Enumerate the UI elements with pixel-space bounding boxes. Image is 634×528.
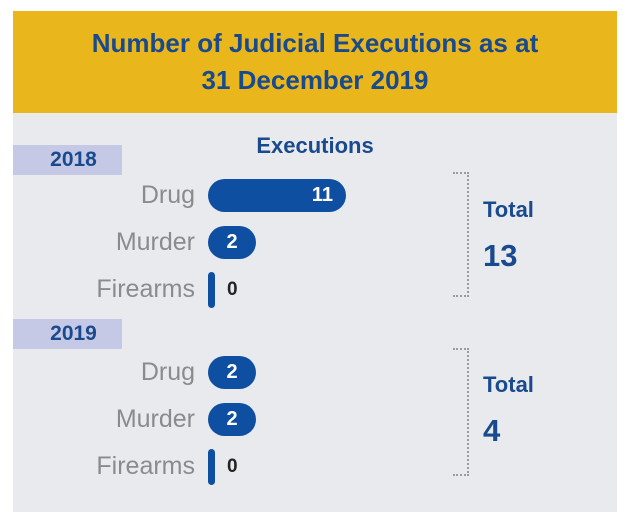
page-title-line1: Number of Judicial Executions as at: [91, 28, 539, 58]
bar-row-2018-drug: Drug 11: [13, 172, 346, 219]
total-value: 4: [483, 413, 501, 448]
category-label: Murder: [115, 228, 195, 256]
title-banner: Number of Judicial Executions as at 31 D…: [13, 11, 617, 113]
group-bracket-2018: [453, 172, 469, 297]
infographic-card: Number of Judicial Executions as at 31 D…: [13, 11, 617, 512]
category-label: Firearms: [96, 275, 195, 303]
bracket-tip-top: [453, 172, 469, 174]
bar-value: 11: [311, 184, 333, 206]
chart-title: Executions: [256, 133, 374, 158]
bar-value: 2: [226, 231, 238, 253]
bar-value: 2: [226, 408, 238, 430]
value-bar: 11: [208, 179, 346, 212]
bar-value: 2: [226, 361, 238, 383]
category-label: Murder: [115, 405, 195, 433]
bar-wrap: 0: [208, 448, 238, 485]
total-block-2019: Total 4: [483, 372, 534, 449]
bar-value: 0: [227, 455, 238, 477]
total-block-2018: Total 13: [483, 197, 534, 274]
bracket-tip-bottom: [453, 474, 469, 476]
bar-wrap: 0: [208, 271, 238, 308]
value-bar: [208, 448, 215, 485]
category-label: Firearms: [96, 452, 195, 480]
bar-value: 0: [227, 278, 238, 300]
value-bar: 2: [208, 356, 256, 389]
bar-row-2019-firearms: Firearms 0: [13, 443, 256, 490]
value-bar: [208, 271, 215, 308]
chart-area: Executions 2018 Drug 11 Murder 2 Firearms 0 T…: [13, 113, 617, 512]
bracket-line: [467, 348, 469, 476]
bar-row-2019-drug: Drug 2: [13, 349, 256, 396]
bracket-line: [467, 172, 469, 297]
total-label: Total: [483, 197, 534, 222]
year-label-2019: 2019: [13, 319, 122, 349]
bar-row-2018-firearms: Firearms 0: [13, 266, 346, 313]
bar-wrap: 2: [208, 403, 256, 436]
total-value: 13: [483, 238, 518, 273]
bracket-tip-top: [453, 348, 469, 350]
bar-wrap: 11: [208, 179, 346, 212]
category-label: Drug: [140, 358, 195, 386]
group-bracket-2019: [453, 348, 469, 476]
category-label: Drug: [140, 181, 195, 209]
value-bar: 2: [208, 226, 256, 259]
bar-row-2018-murder: Murder 2: [13, 219, 346, 266]
bar-wrap: 2: [208, 226, 256, 259]
bar-row-2019-murder: Murder 2: [13, 396, 256, 443]
total-label: Total: [483, 372, 534, 397]
year-label-2018: 2018: [13, 145, 122, 175]
value-bar: 2: [208, 403, 256, 436]
page-title-line2: 31 December 2019: [201, 65, 429, 95]
bar-group-2018: Drug 11 Murder 2 Firearms 0: [13, 172, 346, 313]
bracket-tip-bottom: [453, 295, 469, 297]
bar-wrap: 2: [208, 356, 256, 389]
bar-group-2019: Drug 2 Murder 2 Firearms 0: [13, 349, 256, 490]
